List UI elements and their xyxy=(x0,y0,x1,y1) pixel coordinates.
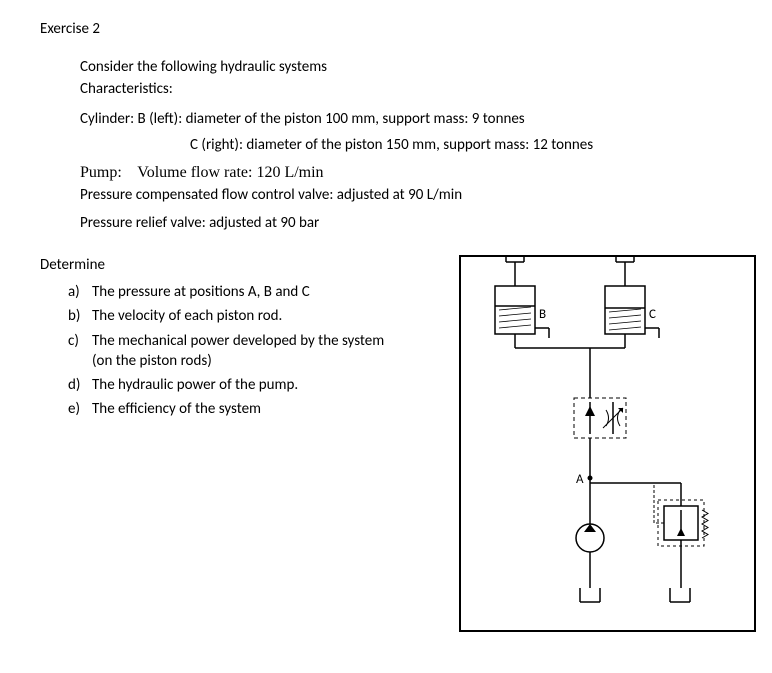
exercise-title: Exercise 2 xyxy=(40,20,732,38)
determine-list: a) The pressure at positions A, B and C … xyxy=(68,282,410,420)
svg-text:A: A xyxy=(576,472,584,487)
list-text: The efficiency of the system xyxy=(92,399,261,419)
list-marker: e) xyxy=(68,399,92,419)
cylinder-c-spec: C (right): diameter of the piston 150 mm… xyxy=(190,136,732,154)
list-text: The mechanical power developed by the sy… xyxy=(92,331,392,372)
list-item: a) The pressure at positions A, B and C xyxy=(68,282,410,302)
svg-text:B: B xyxy=(539,307,546,322)
relief-valve-spec: Pressure relief valve: adjusted at 90 ba… xyxy=(80,214,732,232)
pump-label: Pump: xyxy=(80,164,122,181)
flow-valve-spec: Pressure compensated flow control valve:… xyxy=(80,186,732,204)
list-marker: a) xyxy=(68,282,92,302)
cylinder-b-spec: Cylinder: B (left): diameter of the pist… xyxy=(80,110,732,128)
svg-text:C: C xyxy=(649,307,656,322)
list-item: c) The mechanical power developed by the… xyxy=(68,331,410,372)
list-item: e) The efficiency of the system xyxy=(68,399,410,419)
list-text: The pressure at positions A, B and C xyxy=(92,282,310,302)
pump-line: Pump: Volume flow rate: 120 L/min xyxy=(80,164,732,182)
list-item: d) The hydraulic power of the pump. xyxy=(68,375,410,395)
list-marker: c) xyxy=(68,331,92,372)
list-marker: b) xyxy=(68,306,92,326)
list-marker: d) xyxy=(68,375,92,395)
pump-value: Volume flow rate: 120 L/min xyxy=(137,164,323,181)
list-item: b) The velocity of each piston rod. xyxy=(68,306,410,326)
determine-heading: Determine xyxy=(40,256,410,274)
list-text: The hydraulic power of the pump. xyxy=(92,375,298,395)
intro-line-1: Consider the following hydraulic systems xyxy=(80,58,732,76)
list-text: The velocity of each piston rod. xyxy=(92,306,282,326)
intro-line-2: Characteristics: xyxy=(80,80,732,98)
hydraulic-diagram: B C A xyxy=(420,248,760,638)
